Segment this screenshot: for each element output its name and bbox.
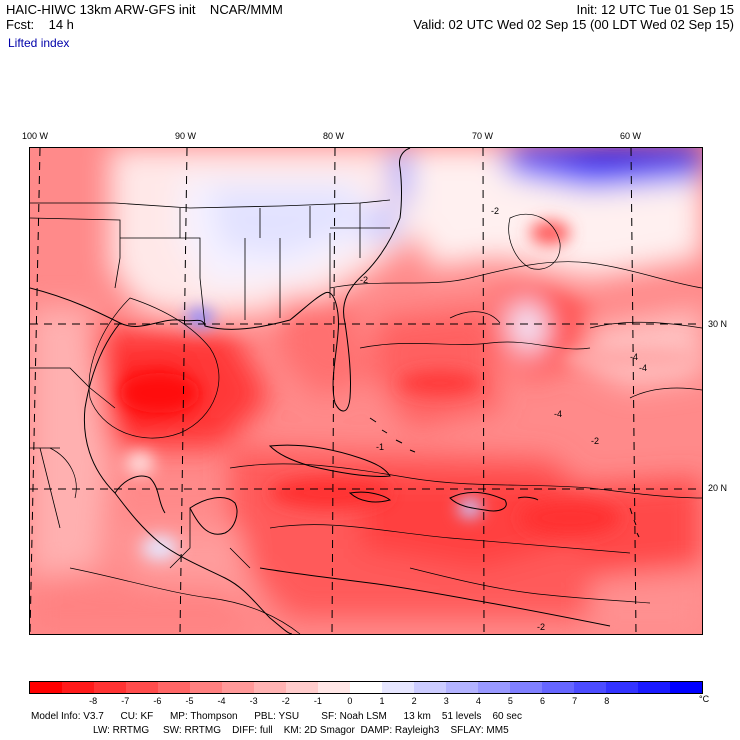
lon-label-80w: 80 W bbox=[323, 131, 345, 141]
contour-label: -2 bbox=[591, 436, 599, 446]
contour-label: -2 bbox=[360, 275, 368, 285]
colorbar-tick-label: -6 bbox=[153, 696, 162, 706]
contour-label: -4 bbox=[630, 352, 638, 362]
valid-time: Valid: 02 UTC Wed 02 Sep 15 (00 LDT Wed … bbox=[413, 17, 734, 32]
colorbar-swatch bbox=[606, 682, 638, 693]
map-title: HAIC-HIWC 13km ARW-GFS init NCAR/MMM bbox=[6, 2, 283, 17]
colorbar-swatch bbox=[318, 682, 350, 693]
model-info-line2: LW: RRTMG SW: RRTMG DIFF: full KM: 2D Sm… bbox=[93, 725, 509, 736]
lifted-index-map: -2 -4 -4 -1 -2 -4 -2 -2 bbox=[29, 147, 703, 635]
lon-label-60w: 60 W bbox=[620, 131, 642, 141]
colorbar-tick-label: -4 bbox=[217, 696, 226, 706]
contour-label: -4 bbox=[639, 363, 647, 373]
colorbar-swatch bbox=[190, 682, 222, 693]
forecast-hour: Fcst: 14 h bbox=[6, 17, 74, 32]
contour-label: -2 bbox=[537, 622, 545, 632]
contour-label-group: -2 -4 -4 -1 -2 -4 -2 -2 bbox=[360, 206, 647, 632]
colorbar-swatch bbox=[350, 682, 382, 693]
field-name: Lifted index bbox=[8, 36, 70, 50]
colorbar-tick-label: -2 bbox=[281, 696, 290, 706]
colorbar-tick-label: 1 bbox=[379, 696, 385, 706]
colorbar-swatch bbox=[254, 682, 286, 693]
field-detail bbox=[120, 221, 700, 560]
contour-label: -4 bbox=[554, 409, 562, 419]
borders bbox=[30, 199, 391, 569]
colorbar-unit: °C bbox=[699, 694, 710, 704]
lon-label-100w: 100 W bbox=[22, 131, 49, 141]
colorbar-tick-label: 2 bbox=[411, 696, 417, 706]
colorbar-swatch bbox=[62, 682, 94, 693]
colorbar-tick-label: -1 bbox=[313, 696, 322, 706]
coastlines bbox=[30, 148, 640, 634]
colorbar-swatch bbox=[446, 682, 478, 693]
colorbar-swatch bbox=[670, 682, 702, 693]
colorbar-tick-label: 7 bbox=[572, 696, 578, 706]
colorbar-tick-label: -5 bbox=[185, 696, 194, 706]
colorbar-swatch bbox=[30, 682, 62, 693]
colorbar-swatch bbox=[222, 682, 254, 693]
colorbar-swatch bbox=[478, 682, 510, 693]
colorbar-tick-label: -3 bbox=[249, 696, 258, 706]
lat-label-20n: 20 N bbox=[708, 483, 728, 493]
colorbar-tick-label: 0 bbox=[347, 696, 353, 706]
colorbar-swatch bbox=[286, 682, 318, 693]
contour-label: -1 bbox=[376, 442, 384, 452]
colorbar-tick-label: 6 bbox=[540, 696, 546, 706]
colorbar-swatch bbox=[542, 682, 574, 693]
colorbar-tick-label: 4 bbox=[475, 696, 481, 706]
colorbar-swatch bbox=[638, 682, 670, 693]
lon-label-90w: 90 W bbox=[175, 131, 197, 141]
colorbar-tick-label: -8 bbox=[89, 696, 98, 706]
contours bbox=[49, 213, 702, 634]
contour-label: -2 bbox=[491, 206, 499, 216]
lon-label-70w: 70 W bbox=[472, 131, 494, 141]
colorbar-tick-label: -7 bbox=[121, 696, 130, 706]
colorbar-swatch bbox=[414, 682, 446, 693]
graticule bbox=[30, 148, 702, 634]
colorbar-swatch bbox=[510, 682, 542, 693]
colorbar-swatch bbox=[382, 682, 414, 693]
lat-label-30n: 30 N bbox=[708, 319, 728, 329]
colorbar-swatch bbox=[126, 682, 158, 693]
colorbar-swatch bbox=[574, 682, 606, 693]
colorbar-swatch bbox=[158, 682, 190, 693]
model-info-line1: Model Info: V3.7 CU: KF MP: Thompson PBL… bbox=[31, 711, 522, 722]
colorbar-swatch bbox=[94, 682, 126, 693]
init-time: Init: 12 UTC Tue 01 Sep 15 bbox=[576, 2, 734, 17]
colorbar bbox=[29, 681, 703, 694]
colorbar-tick-label: 5 bbox=[507, 696, 513, 706]
colorbar-tick-label: 8 bbox=[604, 696, 610, 706]
colorbar-tick-label: 3 bbox=[443, 696, 449, 706]
